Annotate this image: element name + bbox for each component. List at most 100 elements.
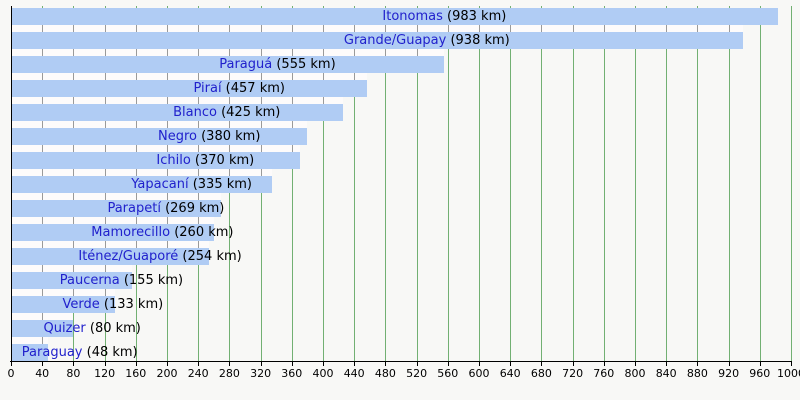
gap-gridline-tick	[42, 193, 44, 200]
x-axis-tick	[291, 362, 293, 366]
gridline	[728, 6, 730, 361]
bar-gap	[11, 217, 214, 224]
x-axis-tick	[42, 362, 44, 366]
river-length-text: (370 km)	[190, 153, 255, 168]
x-axis-tick	[603, 362, 605, 366]
bar-label: Quizer (80 km)	[43, 320, 140, 337]
gridline	[510, 6, 512, 361]
gap-gridline-tick	[198, 217, 200, 224]
gap-gridline-tick	[135, 121, 137, 128]
gap-gridline-tick	[104, 265, 106, 272]
river-length-text: (269 km)	[160, 201, 225, 216]
river-link[interactable]: Negro	[157, 129, 197, 144]
x-axis-tick-label: 800	[624, 367, 646, 380]
x-axis-tick-label: 920	[718, 367, 740, 380]
river-link[interactable]: Parapetí	[107, 201, 161, 216]
x-axis-tick	[104, 362, 106, 366]
bar-label: Mamorecillo (260 km)	[91, 224, 233, 241]
river-link[interactable]: Paraguá	[219, 57, 273, 72]
gap-gridline-tick	[416, 49, 418, 56]
gap-gridline-tick	[73, 241, 75, 248]
river-link[interactable]: Mamorecillo	[91, 225, 171, 240]
bar-gap	[11, 337, 49, 344]
gap-gridline-tick	[167, 97, 168, 104]
gap-gridline-tick	[135, 73, 137, 80]
gap-gridline-tick	[167, 193, 168, 200]
gridline	[354, 6, 356, 361]
x-axis-tick-label: 200	[156, 367, 178, 380]
river-link[interactable]: Piraí	[193, 81, 222, 96]
gap-gridline-tick	[73, 145, 75, 152]
gap-gridline-tick	[104, 49, 106, 56]
gap-gridline-tick	[104, 217, 106, 224]
river-link[interactable]: Quizer	[43, 321, 86, 336]
gap-gridline-tick	[416, 25, 418, 32]
bar-label: Yapacaní (335 km)	[131, 176, 252, 193]
gap-gridline-tick	[42, 145, 44, 152]
gap-gridline-tick	[104, 289, 106, 296]
bar-quizer	[11, 320, 74, 337]
gap-gridline-tick	[104, 241, 106, 248]
river-link[interactable]: Iténez/Guaporé	[78, 249, 179, 264]
gap-gridline-tick	[198, 121, 200, 128]
gap-gridline-tick	[229, 25, 231, 32]
gap-gridline-tick	[73, 97, 75, 104]
bar-pira-	[11, 80, 368, 97]
gridline	[291, 6, 293, 361]
gridline	[447, 6, 449, 361]
x-axis-tick-label: 160	[125, 367, 147, 380]
river-link[interactable]: Verde	[62, 297, 100, 312]
gap-gridline-tick	[260, 49, 262, 56]
gap-gridline-tick	[104, 97, 106, 104]
gap-gridline-tick	[260, 121, 262, 128]
gap-gridline-tick	[697, 25, 699, 32]
gap-gridline-tick	[135, 25, 137, 32]
gridline	[572, 6, 574, 361]
x-axis-tick-label: 320	[250, 367, 272, 380]
x-axis-tick	[666, 362, 668, 366]
bar-label: Piraí (457 km)	[193, 80, 285, 97]
river-link[interactable]: Yapacaní	[131, 177, 189, 192]
gap-gridline-tick	[167, 145, 168, 152]
gap-gridline-tick	[198, 241, 200, 248]
bar-yapacan-	[11, 176, 273, 193]
gap-gridline-tick	[73, 169, 75, 176]
x-axis-tick	[229, 362, 231, 366]
x-axis-tick-label: 240	[187, 367, 209, 380]
gap-gridline-tick	[42, 265, 44, 272]
bar-label: Iténez/Guaporé (254 km)	[78, 248, 241, 265]
x-axis-tick	[416, 362, 418, 366]
gap-gridline-tick	[42, 169, 44, 176]
gap-gridline-tick	[603, 25, 605, 32]
river-link[interactable]: Itonomas	[382, 9, 443, 24]
bar-ichilo	[11, 152, 300, 169]
gap-gridline-tick	[104, 169, 106, 176]
gap-gridline-tick	[198, 25, 200, 32]
bar-paraguay	[11, 344, 49, 361]
river-length-text: (48 km)	[82, 345, 138, 360]
gridline	[635, 6, 636, 361]
river-link[interactable]: Grande/Guapay	[343, 33, 447, 48]
x-axis-tick-label: 480	[374, 367, 396, 380]
gap-gridline-tick	[135, 49, 137, 56]
river-link[interactable]: Blanco	[173, 105, 217, 120]
gap-gridline-tick	[323, 97, 324, 104]
bar-verde	[11, 296, 115, 313]
river-link[interactable]: Paraguay	[21, 345, 83, 360]
x-axis-line	[10, 361, 792, 362]
x-axis-tick	[167, 362, 168, 366]
river-length-text: (555 km)	[272, 57, 336, 72]
gridline	[791, 6, 792, 361]
gap-gridline-tick	[291, 49, 293, 56]
gap-gridline-tick	[135, 193, 137, 200]
gap-gridline-tick	[354, 73, 356, 80]
gridline	[603, 6, 605, 361]
gap-gridline-tick	[42, 73, 44, 80]
x-axis-tick-label: 400	[312, 367, 334, 380]
bar-gap	[11, 241, 210, 248]
river-link[interactable]: Paucerna	[59, 273, 120, 288]
gap-gridline-tick	[260, 145, 262, 152]
river-link[interactable]: Ichilo	[156, 153, 191, 168]
bar-gap	[11, 73, 368, 80]
